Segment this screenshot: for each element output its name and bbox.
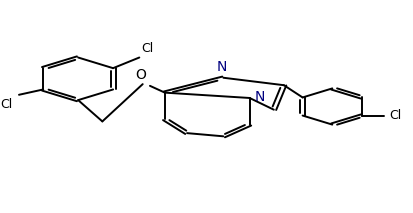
Text: N: N xyxy=(216,60,227,74)
Text: O: O xyxy=(135,68,146,82)
Text: Cl: Cl xyxy=(1,98,13,111)
Text: N: N xyxy=(254,90,265,104)
Text: Cl: Cl xyxy=(389,109,402,122)
Text: Cl: Cl xyxy=(141,42,154,55)
